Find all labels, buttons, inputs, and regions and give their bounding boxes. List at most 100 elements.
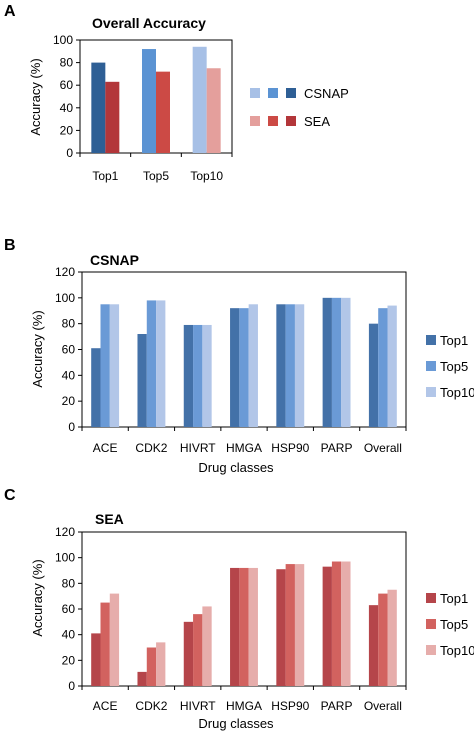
- bar-top1-overall: [368, 323, 379, 427]
- x-tick-label: HSP90: [271, 441, 309, 455]
- bar-sea-top5: [156, 71, 170, 153]
- panel-letter-b: B: [4, 237, 16, 254]
- x-tick-label: PARP: [321, 441, 353, 455]
- bar-top5-cdk2: [146, 300, 157, 427]
- legend-label: Top10: [440, 385, 474, 400]
- chart-title-a: Overall Accuracy: [92, 15, 206, 31]
- x-tick-label: CDK2: [135, 441, 167, 455]
- x-tick-label: HMGA: [226, 699, 262, 713]
- bar-top1-hsp90: [276, 569, 286, 686]
- bar-top1-hmga: [230, 308, 240, 427]
- x-tick-label: HIVRT: [180, 441, 216, 455]
- legend-swatch: [286, 88, 296, 98]
- bar-top1-parp: [322, 566, 332, 686]
- x-tick-label: Top5: [143, 169, 169, 183]
- y-tick-label: 20: [62, 653, 76, 667]
- x-tick-label: Top1: [92, 169, 118, 183]
- x-tick-label: ACE: [93, 699, 118, 713]
- x-tick-label: Overall: [364, 441, 402, 455]
- bar-top10-ace: [109, 593, 120, 686]
- y-tick-label: 100: [53, 33, 73, 47]
- bar-top10-hsp90: [294, 564, 305, 686]
- bar-sea-top1: [105, 81, 120, 153]
- bar-top5-cdk2: [146, 647, 157, 686]
- legend-label: Top10: [440, 643, 474, 658]
- bar-top10-hivrt: [202, 324, 212, 427]
- x-tick-label: HMGA: [226, 441, 262, 455]
- y-tick-label: 100: [55, 291, 75, 305]
- legend-swatch: [426, 593, 436, 603]
- bar-top1-cdk2: [137, 334, 147, 427]
- bar-top1-parp: [322, 297, 332, 427]
- y-tick-label: 40: [60, 101, 74, 115]
- x-axis-label-c: Drug classes: [198, 716, 274, 731]
- legend-b: Top1 Top5 Top10: [426, 333, 474, 400]
- y-tick-label: 20: [60, 123, 74, 137]
- bar-top5-hmga: [239, 308, 249, 427]
- bar-top1-hivrt: [183, 324, 194, 427]
- y-tick-label: 0: [68, 679, 75, 693]
- bars-b: [91, 297, 397, 427]
- bar-top5-ace: [100, 602, 110, 686]
- y-tick-label: 80: [62, 576, 76, 590]
- bar-top1-hivrt: [183, 621, 194, 686]
- legend-swatch: [426, 387, 436, 397]
- legend-c: Top1 Top5 Top10: [426, 591, 474, 658]
- bar-top10-parp: [341, 561, 351, 686]
- bar-top10-overall: [387, 305, 397, 427]
- legend-label: Top1: [440, 591, 468, 606]
- y-tick-label: 120: [55, 265, 75, 279]
- x-axis-a: Top1 Top5 Top10: [79, 153, 233, 183]
- chart-title-b: CSNAP: [90, 252, 139, 268]
- bar-csnap-top10: [192, 46, 207, 153]
- y-tick-label: 60: [62, 343, 76, 357]
- bar-top10-overall: [387, 589, 397, 686]
- bar-top5-ace: [100, 304, 110, 427]
- bar-top10-ace: [109, 304, 120, 427]
- legend-swatch: [268, 116, 278, 126]
- y-tick-label: 0: [68, 420, 75, 434]
- bar-top5-hivrt: [193, 324, 203, 427]
- bar-top10-parp: [341, 297, 351, 427]
- x-tick-label: HSP90: [271, 699, 309, 713]
- legend-swatch: [250, 88, 260, 98]
- panel-letter-a: A: [4, 3, 16, 20]
- bar-top10-hsp90: [294, 304, 305, 427]
- y-axis-label-a: Accuracy (%): [28, 58, 43, 135]
- chart-title-c: SEA: [95, 511, 124, 527]
- legend-swatch: [426, 619, 436, 629]
- panel-c: C SEA 0 20 40 60 80 100 120 ACE CDK2 HIVRT HMGA HS…: [4, 487, 474, 731]
- legend-label: Top1: [440, 333, 468, 348]
- y-tick-label: 60: [60, 78, 74, 92]
- legend-swatch: [426, 335, 436, 345]
- y-axis-label-c: Accuracy (%): [30, 559, 45, 636]
- bar-top1-ace: [91, 633, 101, 686]
- y-tick-label: 60: [62, 602, 76, 616]
- y-tick-label: 40: [62, 368, 76, 382]
- bars-c: [91, 561, 397, 686]
- bar-top1-ace: [91, 348, 101, 427]
- bar-csnap-top5: [142, 49, 156, 153]
- bar-top1-overall: [368, 605, 379, 686]
- x-tick-label: CDK2: [135, 699, 167, 713]
- legend-label: CSNAP: [304, 86, 349, 101]
- x-axis-c: ACE CDK2 HIVRT HMGA HSP90 PARP Overall: [81, 686, 407, 713]
- bar-csnap-top1: [91, 62, 106, 153]
- bar-top1-hsp90: [276, 304, 286, 427]
- bar-top5-overall: [378, 308, 388, 427]
- x-tick-label: Overall: [364, 699, 402, 713]
- panel-b: B CSNAP 0 20 40 60 80 100 120 ACE CDK2 HIVRT HMGA…: [4, 237, 474, 475]
- legend-swatch: [268, 88, 278, 98]
- bar-top5-hivrt: [193, 614, 203, 686]
- bar-top5-parp: [331, 561, 342, 686]
- bar-top1-cdk2: [137, 671, 147, 686]
- legend-swatch: [286, 116, 296, 126]
- y-tick-label: 100: [55, 551, 75, 565]
- y-tick-label: 40: [62, 628, 76, 642]
- legend-label: Top5: [440, 359, 468, 374]
- legend-a: CSNAP SEA: [250, 86, 349, 129]
- y-tick-label: 20: [62, 394, 76, 408]
- panel-a: A Overall Accuracy 0 20 40 60 80 100 Top1 Top5…: [4, 3, 349, 183]
- y-axis-label-b: Accuracy (%): [30, 310, 45, 387]
